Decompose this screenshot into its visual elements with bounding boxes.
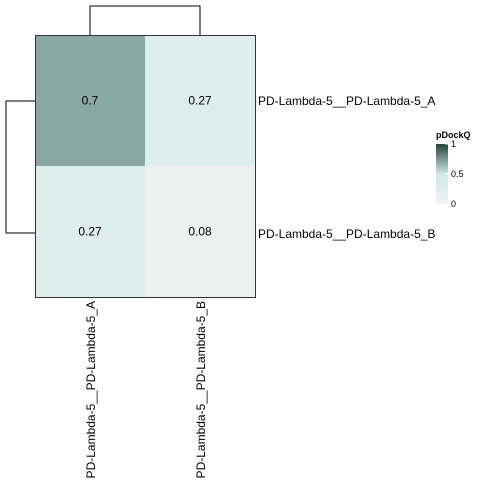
column-label-1: PD-Lambda-5__PD-Lambda-5_A bbox=[84, 301, 98, 478]
column-label-2: PD-Lambda-5__PD-Lambda-5_B bbox=[194, 301, 208, 478]
heatmap-cell-r1-c2 bbox=[145, 35, 255, 166]
heatmap-cell-r2-c1 bbox=[35, 166, 145, 297]
legend-tick-label-3: 1 bbox=[451, 139, 456, 149]
row-label-1: PD-Lambda-5__PD-Lambda-5_A bbox=[258, 94, 435, 108]
column-dendrogram bbox=[89, 5, 201, 35]
heatmap-border bbox=[35, 35, 256, 298]
legend-title: pDockQ bbox=[436, 130, 471, 140]
legend-tick-label-2: 0.5 bbox=[451, 169, 464, 179]
cell-label-r1-c2: 0.27 bbox=[188, 94, 212, 108]
legend-tick-label-1: 0 bbox=[451, 199, 456, 209]
row-dendrogram bbox=[5, 100, 35, 234]
cell-label-r1-c1: 0.7 bbox=[82, 94, 99, 108]
heatmap-cell-r1-c1 bbox=[35, 35, 145, 166]
row-label-2: PD-Lambda-5__PD-Lambda-5_B bbox=[258, 227, 435, 241]
heatmap-cell-r2-c2 bbox=[145, 166, 255, 297]
legend-colorbar bbox=[436, 144, 448, 204]
cell-label-r2-c1: 0.27 bbox=[78, 225, 102, 239]
cell-label-r2-c2: 0.08 bbox=[188, 225, 212, 239]
